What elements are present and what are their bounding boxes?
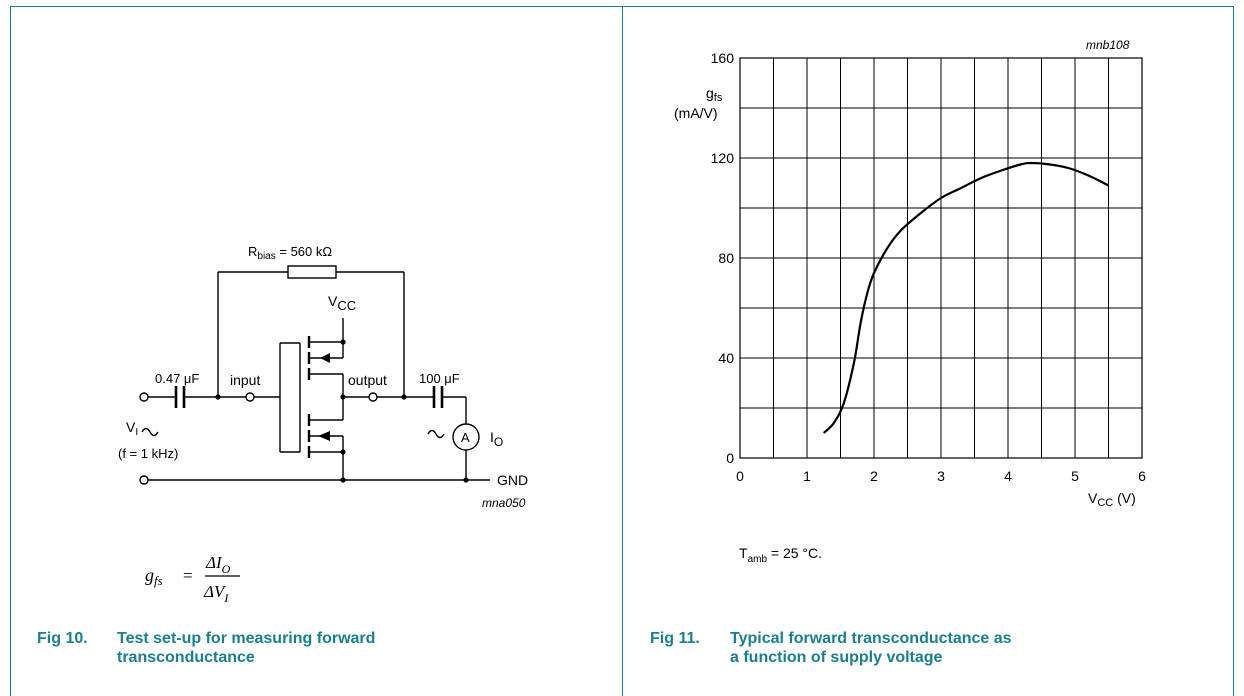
column-divider	[622, 6, 623, 696]
output-capacitor-label: 100 μF	[419, 371, 460, 386]
fig11-caption: Fig 11. Typical forward transconductance …	[650, 629, 1012, 667]
formula-equals: =	[183, 566, 193, 585]
fig10-number: Fig 10.	[37, 630, 88, 647]
input-capacitor-label: 0.47 μF	[155, 371, 199, 386]
formula-numerator: ΔIO	[205, 553, 231, 576]
output-label: output	[348, 372, 387, 388]
fig10-caption: Fig 10. Test set-up for measuring forward…	[37, 629, 375, 667]
tamb-note: Tamb = 25 °C.	[739, 545, 823, 565]
test-setup-circuit: Rbias = 560 kΩ VCC 0.47 μF input output …	[118, 244, 528, 605]
fig10-caption-line2: transconductance	[117, 649, 255, 666]
figure-code-mna050: mna050	[482, 496, 526, 510]
fig11-caption-line1: Typical forward transconductance as	[730, 630, 1012, 647]
gnd-label: GND	[497, 472, 528, 488]
io-label: IO	[490, 429, 503, 449]
frequency-label: (f = 1 kHz)	[118, 446, 178, 461]
formula-lhs: gfs	[145, 565, 163, 588]
vi-label: VI	[126, 419, 138, 438]
vcc-label: VCC	[328, 293, 356, 313]
rbias-label: Rbias = 560 kΩ	[248, 244, 332, 262]
fig11-number: Fig 11.	[650, 630, 700, 647]
input-label: input	[230, 372, 260, 388]
formula-denominator: ΔVI	[203, 582, 229, 605]
fig10-caption-line1: Test set-up for measuring forward	[117, 630, 376, 647]
fig11-caption-line2: a function of supply voltage	[730, 649, 943, 666]
ammeter-label: A	[461, 430, 470, 445]
